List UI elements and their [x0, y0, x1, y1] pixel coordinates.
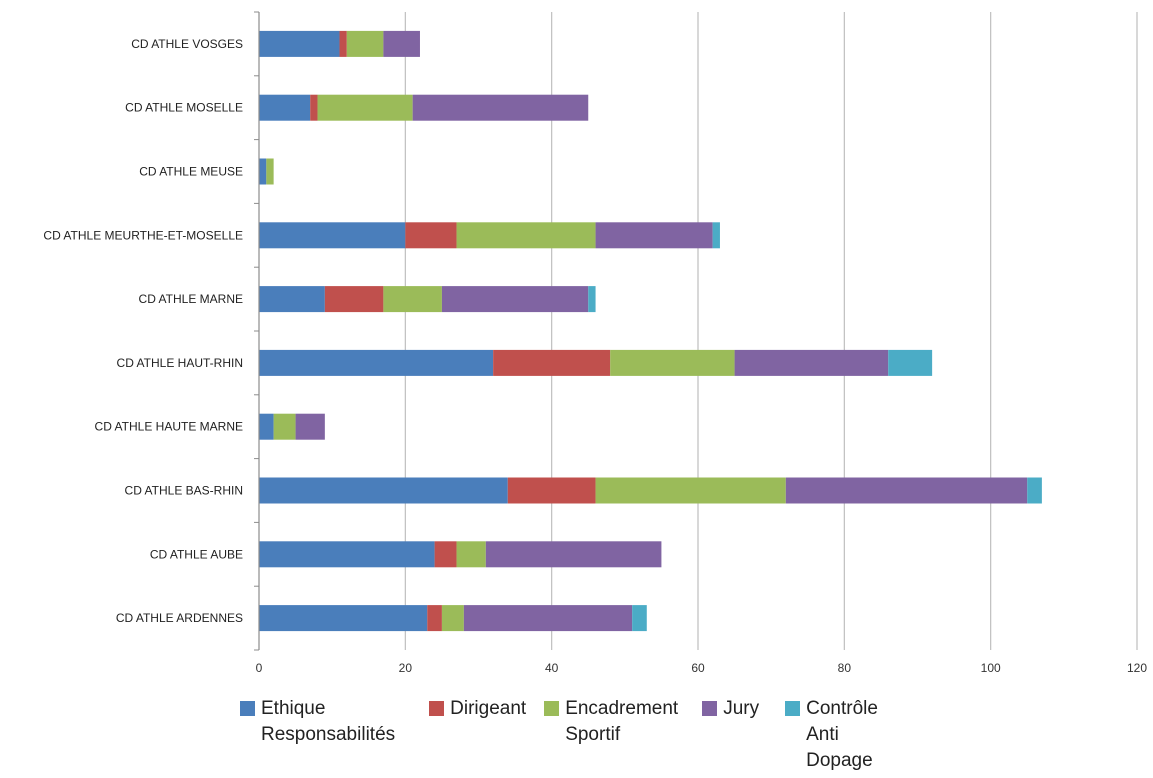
bar-segment	[259, 158, 267, 185]
legend-swatch	[785, 701, 801, 716]
category-label: CD ATHLE AUBE	[150, 547, 243, 561]
bars	[259, 30, 1042, 632]
bar-segment	[259, 349, 494, 376]
bar-segment	[259, 286, 325, 313]
bar-segment	[259, 541, 435, 568]
bar-segment	[412, 94, 589, 121]
legend-label-line: Sportif	[565, 724, 621, 745]
legend-swatch	[240, 701, 255, 716]
legend-item: Contrôle Anti Dopage	[785, 696, 878, 774]
bar-segment	[595, 477, 786, 504]
legend: Ethique Responsabilités Dirigeant Encadreme…	[240, 696, 878, 774]
legend-label-line: Dirigeant	[450, 698, 527, 719]
bar-segment	[259, 94, 311, 121]
bar-segment	[295, 413, 325, 440]
legend-swatch	[429, 701, 445, 716]
category-label: CD ATHLE MARNE	[139, 292, 243, 306]
legend-label: Ethique Responsabilités	[261, 696, 395, 748]
bar-segment	[310, 94, 318, 121]
category-label: CD ATHLE VOSGES	[131, 37, 243, 51]
x-tick-label: 60	[691, 661, 705, 675]
bar-segment	[632, 605, 647, 632]
bar-segment	[259, 605, 428, 632]
legend-label: Contrôle Anti Dopage	[806, 696, 878, 774]
bar-segment	[595, 222, 713, 249]
bar-segment	[1027, 477, 1042, 504]
bar-segment	[259, 30, 340, 57]
bar-segment	[259, 413, 274, 440]
legend-label: Dirigeant	[450, 696, 526, 722]
legend-label-line: Ethique	[261, 698, 326, 719]
stacked-bar-chart: CD ATHLE VOSGES CD ATHLE MOSELLE CD ATHLE …	[43, 11, 1148, 675]
category-labels: CD ATHLE VOSGES CD ATHLE MOSELLE CD ATHLE …	[43, 37, 243, 625]
bar-segment	[610, 349, 735, 376]
category-label: CD ATHLE MOSELLE	[125, 101, 243, 115]
category-label: CD ATHLE ARDENNES	[116, 611, 243, 625]
x-tick-labels: 0 20 40 60 80 100 120	[256, 661, 1148, 675]
bar-segment	[273, 413, 296, 440]
bar-segment	[485, 541, 662, 568]
legend-label-line: Anti	[806, 724, 839, 745]
bar-segment	[405, 222, 457, 249]
bar-segment	[427, 605, 442, 632]
legend-label: Jury	[723, 696, 759, 722]
bar-segment	[324, 286, 384, 313]
bar-segment	[383, 30, 420, 57]
x-tick-label: 0	[256, 661, 263, 675]
bar-segment	[734, 349, 889, 376]
bar-segment	[317, 94, 413, 121]
legend-item: Ethique Responsabilités	[240, 696, 395, 774]
legend-label: Encadrement Sportif	[565, 696, 678, 748]
legend-label-line: Encadrement	[565, 698, 679, 719]
bar-segment	[785, 477, 1028, 504]
legend-label-line: Jury	[723, 698, 760, 719]
legend-swatch	[702, 701, 718, 716]
bar-segment	[441, 605, 464, 632]
legend-label-line: Responsabilités	[261, 724, 396, 745]
bar-segment	[507, 477, 596, 504]
bar-segment	[441, 286, 589, 313]
x-tick-label: 80	[838, 661, 852, 675]
legend-item: Dirigeant	[429, 696, 526, 774]
category-label: CD ATHLE MEURTHE-ET-MOSELLE	[43, 228, 243, 242]
bar-segment	[456, 541, 486, 568]
bar-segment	[712, 222, 720, 249]
legend-label-line: Dopage	[806, 750, 873, 771]
legend-label-line: Contrôle	[806, 698, 878, 719]
bar-segment	[588, 286, 596, 313]
bar-segment	[888, 349, 933, 376]
bar-segment	[493, 349, 611, 376]
legend-item: Encadrement Sportif	[544, 696, 678, 774]
category-label: CD ATHLE BAS-RHIN	[125, 484, 243, 498]
x-tick-label: 100	[981, 661, 1001, 675]
bar-segment	[266, 158, 274, 185]
bar-segment	[456, 222, 596, 249]
bar-segment	[346, 30, 384, 57]
legend-swatch	[544, 701, 560, 716]
x-tick-label: 120	[1127, 661, 1147, 675]
category-label: CD ATHLE HAUT-RHIN	[117, 356, 243, 370]
x-tick-label: 40	[545, 661, 559, 675]
bar-segment	[383, 286, 442, 313]
bar-segment	[339, 30, 347, 57]
legend-item: Jury	[702, 696, 759, 774]
bar-segment	[259, 222, 406, 249]
bar-segment	[259, 477, 508, 504]
category-label: CD ATHLE HAUTE MARNE	[95, 420, 243, 434]
x-tick-label: 20	[399, 661, 413, 675]
bar-segment	[434, 541, 457, 568]
category-label: CD ATHLE MEUSE	[139, 165, 243, 179]
bar-segment	[463, 605, 633, 632]
